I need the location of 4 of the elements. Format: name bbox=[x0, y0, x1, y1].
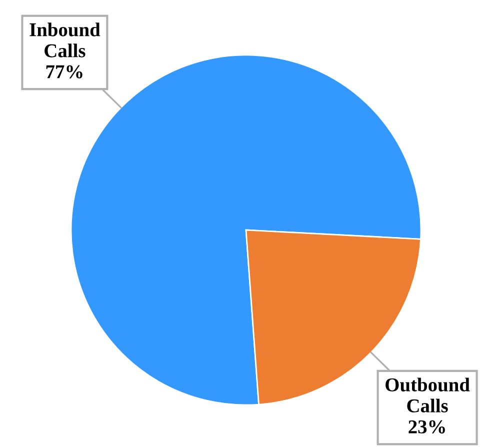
data-label: 77% bbox=[46, 65, 82, 78]
data-label: 23% bbox=[408, 420, 445, 434]
slice-label: Outbound Calls bbox=[386, 378, 470, 412]
slice-label: Inbound Calls bbox=[30, 22, 100, 58]
